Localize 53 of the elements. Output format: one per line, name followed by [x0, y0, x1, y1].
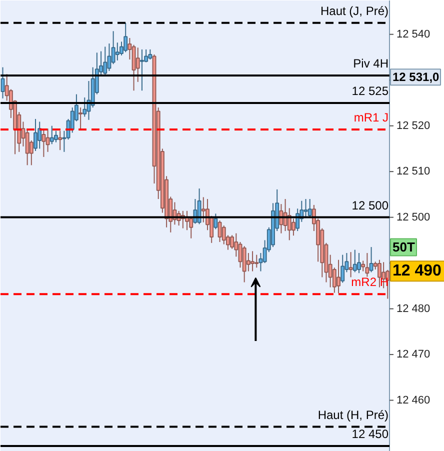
candlestick — [292, 218, 296, 236]
candlestick — [377, 259, 382, 288]
candlestick — [214, 213, 218, 230]
ref-line-label: 12 525 — [352, 84, 389, 98]
candlestick — [25, 130, 30, 166]
ref-line-label: 12 450 — [352, 427, 389, 442]
ref-line-label: mR1 J — [354, 110, 388, 124]
candlestick — [336, 259, 340, 294]
candlestick — [115, 42, 120, 61]
candlestick — [197, 188, 202, 225]
y-tick-label: 12 520 — [396, 120, 430, 132]
ref-line-label: Haut (H, Pré) — [318, 408, 389, 422]
ref-line-label: Haut (J, Pré) — [320, 4, 389, 18]
candlestick — [340, 254, 345, 284]
candlestick — [254, 254, 259, 268]
candlestick — [0, 66, 5, 99]
candlestick — [107, 42, 112, 72]
candlestick — [352, 249, 357, 273]
candlestick — [124, 22, 128, 53]
candlestick — [78, 107, 83, 130]
y-tick-label: 12 500 — [396, 211, 430, 224]
candlestick — [308, 198, 312, 218]
y-tick-label: 12 510 — [396, 166, 430, 178]
candlestick — [304, 198, 308, 218]
text: 50T — [392, 240, 415, 255]
candlestick — [365, 252, 370, 278]
candlestick — [140, 48, 144, 92]
candlestick — [132, 44, 136, 92]
candlestick — [369, 246, 374, 273]
ref-line-label: Piv 4H — [353, 56, 388, 71]
y-tick-label: 12 480 — [396, 302, 430, 315]
candlestick — [103, 46, 108, 76]
y-tick-label: 12 540 — [396, 28, 430, 40]
candlestick — [46, 128, 50, 152]
candlestick — [148, 48, 152, 60]
candlestick — [34, 118, 38, 152]
candlestick — [250, 250, 255, 272]
text: 12 531,0 — [392, 70, 440, 84]
candlestick — [54, 130, 58, 143]
candlestick — [357, 252, 361, 274]
candlestick — [38, 121, 42, 150]
candlestick — [136, 47, 140, 82]
text: 12 490 — [392, 262, 442, 280]
candlestick — [50, 125, 54, 145]
candlestick — [242, 246, 246, 283]
candlestick — [58, 130, 62, 151]
ref-line-label: 12 500 — [352, 198, 389, 212]
y-tick-label: 12 470 — [396, 348, 430, 361]
candlestick — [42, 128, 46, 158]
candlestick — [201, 196, 206, 223]
candlestick — [111, 30, 116, 65]
y-tick-label: 12 460 — [396, 394, 430, 406]
candlestick — [348, 252, 353, 278]
